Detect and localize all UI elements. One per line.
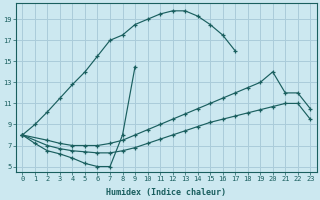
X-axis label: Humidex (Indice chaleur): Humidex (Indice chaleur) (106, 188, 226, 197)
